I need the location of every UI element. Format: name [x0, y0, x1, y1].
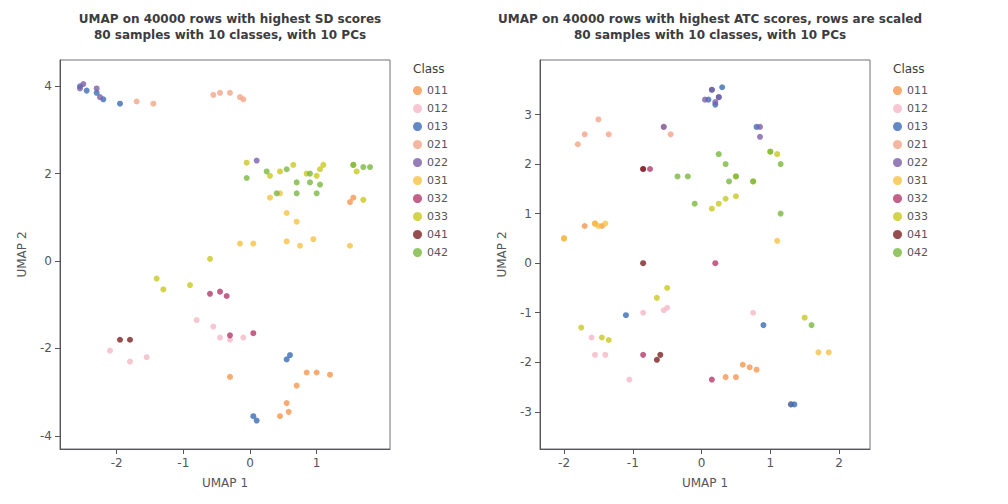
svg-text:033: 033 — [427, 210, 448, 223]
svg-text:4: 4 — [44, 79, 52, 93]
svg-text:041: 041 — [427, 228, 448, 241]
svg-text:-4: -4 — [40, 429, 52, 443]
svg-text:-2: -2 — [558, 456, 570, 470]
svg-text:-1: -1 — [627, 456, 639, 470]
svg-text:1: 1 — [766, 456, 774, 470]
svg-text:UMAP 1: UMAP 1 — [202, 476, 248, 490]
svg-text:031: 031 — [907, 174, 928, 187]
svg-text:-3: -3 — [520, 405, 532, 419]
svg-text:UMAP 2: UMAP 2 — [495, 231, 509, 277]
svg-text:013: 013 — [427, 120, 448, 133]
svg-text:0: 0 — [698, 456, 706, 470]
svg-text:2: 2 — [835, 456, 843, 470]
svg-text:1: 1 — [524, 207, 532, 221]
svg-text:-2: -2 — [111, 456, 123, 470]
svg-text:UMAP 1: UMAP 1 — [682, 476, 728, 490]
svg-text:011: 011 — [907, 84, 928, 97]
svg-text:022: 022 — [427, 156, 448, 169]
svg-text:UMAP 2: UMAP 2 — [15, 231, 29, 277]
svg-text:Class: Class — [413, 62, 445, 76]
svg-text:-1: -1 — [520, 306, 532, 320]
svg-text:011: 011 — [427, 84, 448, 97]
svg-text:80 samples with 10 classes, wi: 80 samples with 10 classes, with 10 PCs — [574, 28, 846, 42]
svg-text:022: 022 — [907, 156, 928, 169]
svg-text:031: 031 — [427, 174, 448, 187]
svg-text:Class: Class — [893, 62, 925, 76]
svg-text:1: 1 — [313, 456, 321, 470]
svg-text:041: 041 — [907, 228, 928, 241]
svg-text:012: 012 — [427, 102, 448, 115]
svg-text:032: 032 — [427, 192, 448, 205]
svg-text:032: 032 — [907, 192, 928, 205]
svg-text:021: 021 — [907, 138, 928, 151]
svg-text:-2: -2 — [520, 355, 532, 369]
svg-text:-1: -1 — [177, 456, 189, 470]
svg-text:0: 0 — [246, 456, 254, 470]
svg-text:042: 042 — [427, 246, 448, 259]
svg-text:3: 3 — [524, 108, 532, 122]
svg-text:2: 2 — [44, 167, 52, 181]
svg-text:042: 042 — [907, 246, 928, 259]
svg-text:012: 012 — [907, 102, 928, 115]
svg-text:0: 0 — [524, 256, 532, 270]
svg-text:0: 0 — [44, 254, 52, 268]
svg-text:033: 033 — [907, 210, 928, 223]
svg-text:UMAP on 40000 rows with highes: UMAP on 40000 rows with highest SD score… — [79, 12, 382, 26]
svg-text:80 samples with 10 classes, wi: 80 samples with 10 classes, with 10 PCs — [94, 28, 366, 42]
svg-text:-2: -2 — [40, 341, 52, 355]
svg-text:021: 021 — [427, 138, 448, 151]
svg-text:013: 013 — [907, 120, 928, 133]
svg-text:UMAP on 40000 rows with highes: UMAP on 40000 rows with highest ATC scor… — [498, 12, 922, 26]
svg-text:2: 2 — [524, 157, 532, 171]
